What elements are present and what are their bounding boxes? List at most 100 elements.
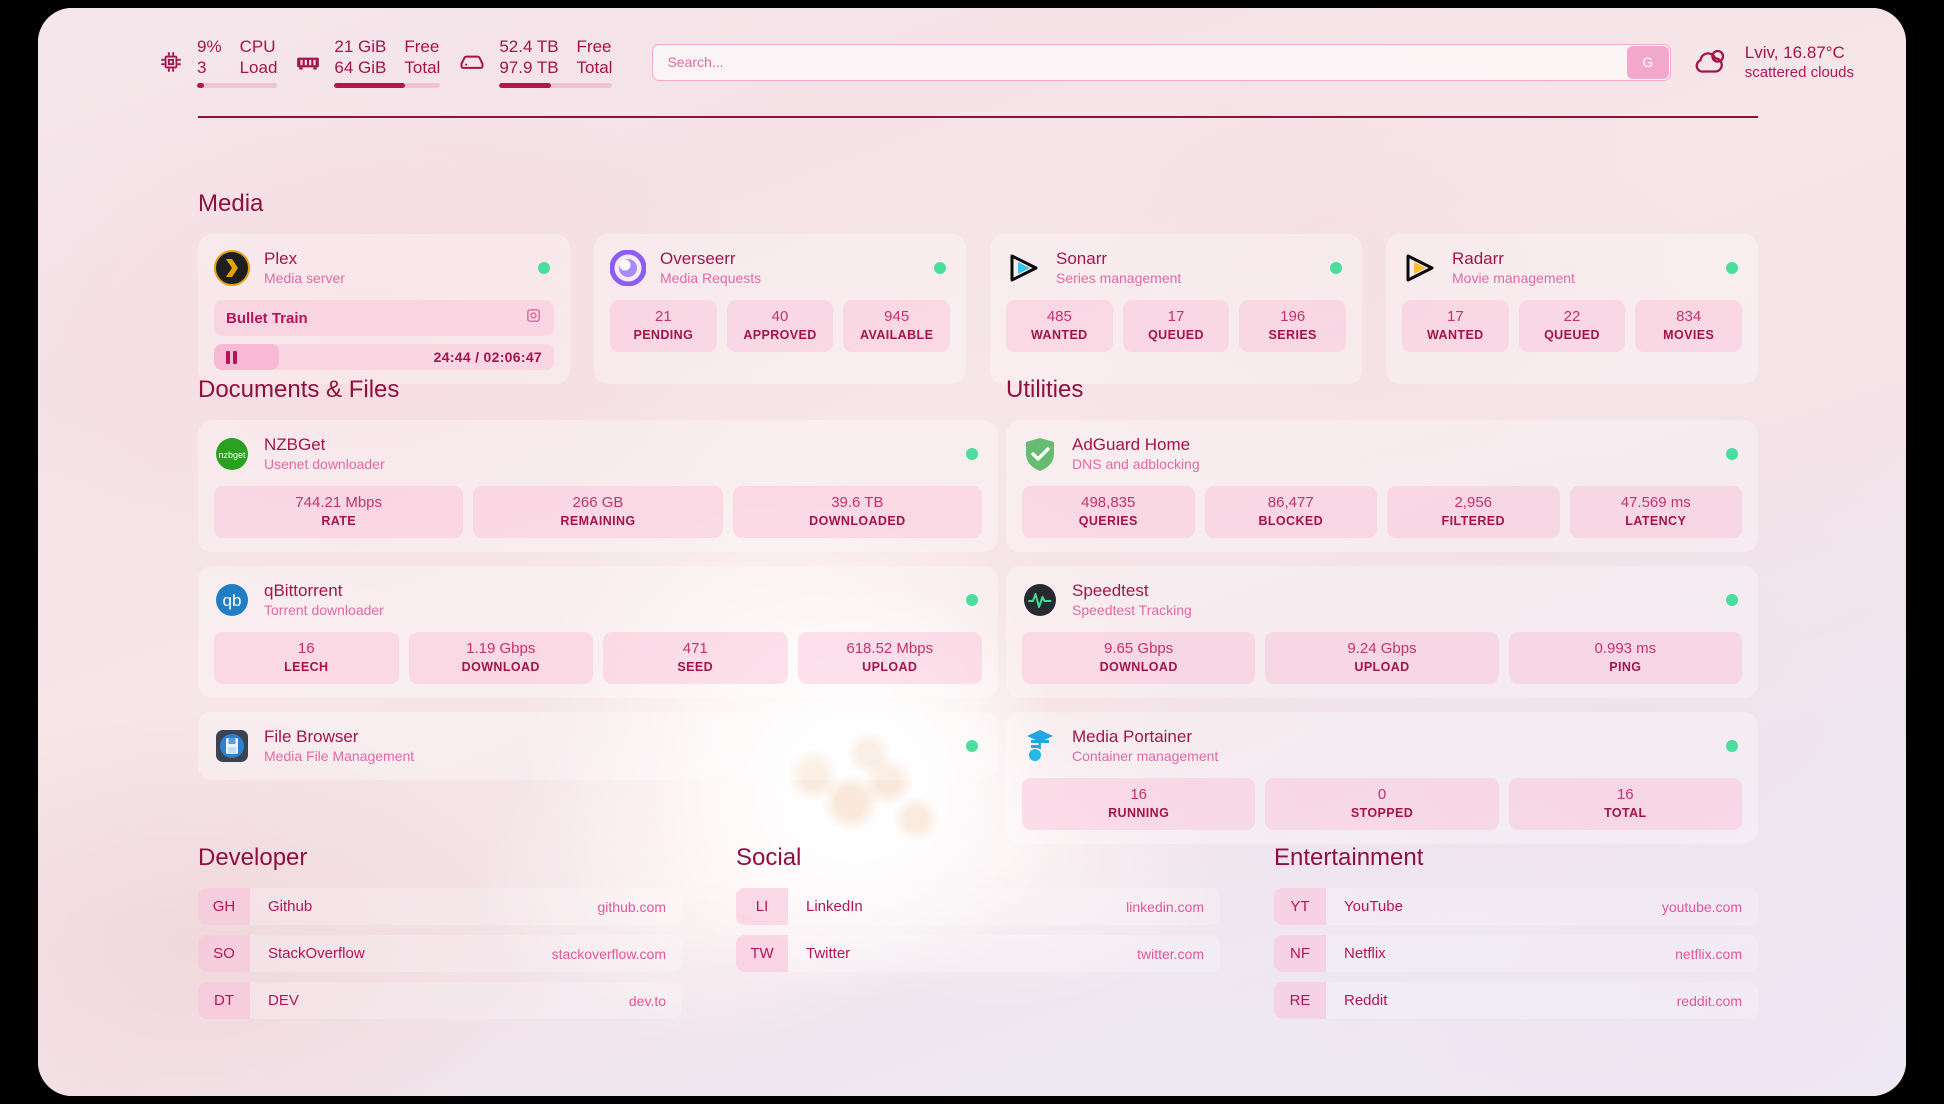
playback-progress-fill: [214, 344, 279, 370]
status-indicator-dot: [1726, 594, 1738, 606]
bookmark-item[interactable]: TW Twitter twitter.com: [736, 935, 1220, 972]
stat-label: STOPPED: [1350, 806, 1414, 820]
service-card[interactable]: Plex Media server Bullet Train 24:44 / 02:0…: [198, 234, 570, 384]
stat-label: SEED: [677, 660, 714, 674]
service-stats-row: 744.21 Mbps RATE 266 GB REMAINING 39.6 TB DOW…: [214, 486, 982, 538]
service-card-header: nzbget NZBGet Usenet downloader: [214, 434, 982, 474]
search-submit-button[interactable]: G: [1626, 45, 1669, 79]
service-card-names: Sonarr Series management: [1056, 248, 1181, 288]
media-section: Media Plex Media server Bullet Train 24:44 …: [198, 190, 1758, 384]
service-card[interactable]: nzbget NZBGet Usenet downloader 744.21 Mbps…: [198, 420, 998, 552]
bookmark-url: twitter.com: [1137, 945, 1204, 962]
bookmark-abbr: GH: [198, 888, 250, 925]
service-subtitle: Usenet downloader: [264, 456, 385, 472]
status-indicator-dot: [1330, 262, 1342, 274]
bookmark-item[interactable]: YT YouTube youtube.com: [1274, 888, 1758, 925]
stat-label: UPLOAD: [862, 660, 918, 674]
service-card-header: AdGuard Home DNS and adblocking: [1022, 434, 1742, 474]
stat-label: DOWNLOAD: [1099, 660, 1178, 674]
service-name: Overseerr: [660, 249, 736, 268]
ram-label-secondary: Total: [404, 58, 441, 77]
pause-icon[interactable]: [226, 350, 237, 364]
bookmark-abbr: TW: [736, 935, 788, 972]
service-card[interactable]: Sonarr Series management 485 WANTED 17 QUEUED…: [990, 234, 1362, 384]
stat-tile: 17 WANTED: [1402, 300, 1509, 352]
stat-tile: 16 LEECH: [214, 632, 399, 684]
service-card[interactable]: Radarr Movie management 17 WANTED 22 QUEUED 83…: [1386, 234, 1758, 384]
bookmark-item[interactable]: RE Reddit reddit.com: [1274, 982, 1758, 1019]
service-card[interactable]: Media Portainer Container management 16 RUN…: [1006, 712, 1758, 844]
bookmark-url: reddit.com: [1676, 992, 1742, 1009]
stat-value: 834: [1676, 308, 1702, 325]
bookmark-list: GH Github github.com SO StackOverflow stackov…: [198, 888, 682, 1019]
service-name: qBittorrent: [264, 581, 343, 600]
bookmark-item[interactable]: LI LinkedIn linkedin.com: [736, 888, 1220, 925]
ram-value-secondary: 64 GiB: [334, 58, 387, 77]
bookmark-group-title: Developer: [198, 844, 308, 871]
now-playing-bar[interactable]: Bullet Train: [214, 300, 554, 336]
stat-label: TOTAL: [1604, 806, 1647, 820]
service-card-names: Media Portainer Container management: [1072, 726, 1218, 766]
svg-text:qb: qb: [223, 591, 242, 610]
disk-usage-bar: [499, 83, 613, 88]
disk-label: Free: [576, 37, 612, 56]
search-input[interactable]: [652, 43, 1671, 81]
stat-label: WANTED: [1031, 328, 1088, 342]
stat-value: 40: [771, 308, 789, 325]
stat-tile: 744.21 Mbps RATE: [214, 486, 464, 538]
stat-label: QUERIES: [1078, 514, 1138, 528]
stat-tile: 485 WANTED: [1006, 300, 1113, 352]
ram-usage-bar: [334, 83, 441, 88]
service-card-names: qBittorrent Torrent downloader: [264, 580, 384, 620]
service-subtitle: Container management: [1072, 748, 1219, 764]
documents-section: Documents & Files nzbget NZBGet Usenet dow…: [198, 376, 998, 780]
bookmark-item[interactable]: NF Netflix netflix.com: [1274, 935, 1758, 972]
overseerr-logo: [610, 250, 646, 286]
stat-value: 16: [1616, 786, 1634, 803]
stat-value: 0.993 ms: [1594, 640, 1657, 657]
stat-label: LEECH: [284, 660, 329, 674]
service-card[interactable]: qb qBittorrent Torrent downloader 16 LEECH 1.…: [198, 566, 998, 698]
stat-label: RATE: [321, 514, 357, 528]
bookmark-list: YT YouTube youtube.com NF Netflix netflix.com…: [1274, 888, 1758, 1019]
service-card-names: Overseerr Media Requests: [660, 248, 761, 288]
cast-icon[interactable]: [525, 307, 542, 329]
stat-tile: 0 STOPPED: [1265, 778, 1499, 830]
stat-value: 266 GB: [572, 494, 624, 511]
bookmark-item[interactable]: DT DEV dev.to: [198, 982, 682, 1019]
service-card[interactable]: AdGuard Home DNS and adblocking 498,835 QUE…: [1006, 420, 1758, 552]
stat-value: 485: [1046, 308, 1072, 325]
service-stats-row: 16 LEECH 1.19 Gbps DOWNLOAD 471 SEED 618.52 Mb…: [214, 632, 982, 684]
stat-value: 86,477: [1267, 494, 1314, 511]
service-card[interactable]: Speedtest Speedtest Tracking 9.65 Gbps DOWN…: [1006, 566, 1758, 698]
stat-tile: 47.569 ms LATENCY: [1569, 486, 1742, 538]
stat-value: 196: [1280, 308, 1306, 325]
weather-widget: Lviv, 16.87°C scattered clouds: [1693, 42, 1854, 83]
bookmark-group: Social LI LinkedIn linkedin.com TW Twitter twi…: [736, 844, 1220, 1019]
adguard-logo: [1022, 436, 1058, 472]
status-indicator-dot: [966, 594, 978, 606]
bookmark-item[interactable]: SO StackOverflow stackoverflow.com: [198, 935, 682, 972]
stat-value: 16: [297, 640, 315, 657]
service-stats-row: 485 WANTED 17 QUEUED 196 SERIES: [1006, 300, 1347, 352]
stat-tile: 498,835 QUERIES: [1022, 486, 1195, 538]
service-subtitle: Series management: [1056, 270, 1182, 286]
cpu-stat-group: 9% 3 CPU Load: [158, 36, 278, 88]
stat-label: DOWNLOAD: [461, 660, 540, 674]
now-playing-title: Bullet Train: [226, 309, 308, 327]
service-card[interactable]: Overseerr Media Requests 21 PENDING 40 APPROV…: [594, 234, 966, 384]
playback-progress-bar[interactable]: 24:44 / 02:06:47: [214, 344, 554, 370]
stat-tile: 2,956 FILTERED: [1387, 486, 1560, 538]
stat-tile: 22 QUEUED: [1518, 300, 1626, 352]
disk-icon: [458, 48, 486, 76]
stat-label: DOWNLOADED: [809, 514, 906, 528]
bookmark-url: youtube.com: [1661, 898, 1742, 915]
utilities-card-list: AdGuard Home DNS and adblocking 498,835 QUE…: [1006, 420, 1758, 844]
cpu-label: CPU: [239, 37, 276, 56]
utilities-section: Utilities AdGuard Home DNS and adblocking…: [1006, 376, 1758, 844]
bookmark-item[interactable]: GH Github github.com: [198, 888, 682, 925]
service-card[interactable]: File Browser Media File Management: [198, 712, 998, 780]
service-name: File Browser: [264, 727, 359, 746]
documents-section-title: Documents & Files: [198, 376, 400, 403]
bookmark-url: github.com: [597, 898, 666, 915]
